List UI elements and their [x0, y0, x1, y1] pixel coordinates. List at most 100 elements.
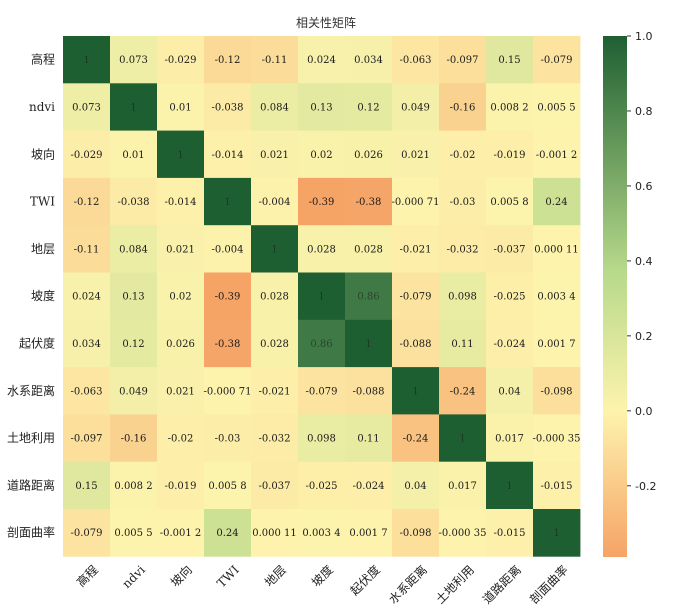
x-tick-label: 土地利用 — [433, 563, 477, 607]
cell-value-label: -0.032 — [258, 434, 290, 445]
cell-value-label: -0.015 — [540, 481, 572, 492]
heatmap-cell — [439, 461, 487, 510]
cell-value-label: -0.015 — [493, 528, 525, 539]
y-tick-label: 坡向 — [31, 146, 55, 161]
heatmap-cell — [486, 130, 534, 179]
x-tick-label: 水系距离 — [385, 562, 430, 607]
cell-value-label: 1 — [224, 197, 230, 208]
heatmap-cell — [110, 177, 158, 226]
heatmap-cells: 1 0.073 -0.029 -0.12 -0.11 0.024 0.034 -0.063 -0… — [63, 36, 580, 557]
cell-value-label: 0.021 — [166, 386, 195, 397]
cell-value-label: -0.079 — [399, 292, 431, 303]
heatmap-cell — [298, 509, 346, 557]
cell-value-label: -0.029 — [70, 150, 102, 161]
cell-value-label: -0.02 — [450, 150, 476, 161]
y-tick-label: 土地利用 — [7, 431, 55, 445]
cell-value-label: -0.021 — [258, 386, 290, 397]
heatmap-cell — [110, 225, 158, 273]
cell-value-label: 0.04 — [498, 386, 520, 397]
y-tick-label: 高程 — [31, 52, 55, 67]
cell-value-label: 0.15 — [498, 55, 520, 66]
heatmap-cell — [251, 367, 299, 415]
colorbar-tick-label: -0.2 — [635, 480, 656, 493]
cell-value-label: 0.049 — [119, 386, 148, 397]
heatmap-cell — [533, 367, 581, 415]
heatmap-cell — [157, 461, 205, 510]
cell-value-label: 0.005 8 — [208, 481, 246, 492]
cell-value-label: 1 — [318, 292, 324, 303]
cell-value-label: 1 — [553, 528, 559, 539]
cell-value-label: 0.000 11 — [534, 244, 579, 255]
heatmap-cell — [110, 509, 158, 557]
heatmap-cell — [345, 367, 393, 415]
heatmap-cell — [298, 272, 346, 321]
cell-value-label: 0.01 — [122, 150, 144, 161]
cell-value-label: -0.088 — [352, 386, 384, 397]
heatmap-cell — [392, 319, 440, 368]
cell-value-label: 1 — [365, 339, 371, 350]
cell-value-label: 0.008 2 — [490, 102, 528, 113]
cell-value-label: -0.004 — [258, 197, 290, 208]
heatmap-cell — [63, 414, 111, 463]
heatmap-cell — [439, 319, 487, 368]
cell-value-label: 0.024 — [307, 55, 336, 66]
cell-value-label: 0.017 — [495, 434, 524, 445]
heatmap-cell — [345, 83, 393, 131]
cell-value-label: 0.073 — [72, 102, 101, 113]
heatmap-cell — [439, 509, 487, 557]
y-tick-label: 剖面曲率 — [7, 525, 55, 540]
cell-value-label: 0.028 — [307, 244, 336, 255]
heatmap-cell — [486, 177, 534, 226]
heatmap-cell — [63, 177, 111, 226]
cell-value-label: -0.019 — [493, 150, 525, 161]
cell-value-label: -0.39 — [309, 197, 335, 208]
heatmap-cell — [204, 414, 252, 463]
heatmap-cell — [533, 177, 581, 226]
chart-title: 相关性矩阵 — [296, 16, 356, 30]
cell-value-label: 0.005 5 — [114, 528, 152, 539]
colorbar — [603, 36, 627, 557]
heatmap-cell — [110, 130, 158, 179]
cell-value-label: 0.003 4 — [302, 528, 340, 539]
cell-value-label: 0.003 4 — [537, 292, 575, 303]
heatmap-cell — [204, 130, 252, 179]
cell-value-label: 0.005 8 — [490, 197, 528, 208]
heatmap-cell — [533, 319, 581, 368]
heatmap-cell — [533, 461, 581, 510]
x-tick-label: 坡度 — [308, 562, 336, 590]
heatmap-cell — [204, 509, 252, 557]
heatmap-cell — [345, 177, 393, 226]
cell-value-label: 1 — [506, 481, 512, 492]
heatmap-cell — [157, 36, 205, 84]
cell-value-label: -0.021 — [399, 244, 431, 255]
heatmap-cell — [486, 272, 534, 321]
heatmap-cell — [204, 367, 252, 415]
cell-value-label: -0.001 2 — [160, 528, 202, 539]
heatmap-cell — [392, 130, 440, 179]
x-tick-label: 高程 — [73, 562, 101, 590]
y-tick-label: 起伏度 — [19, 335, 55, 350]
heatmap-cell — [157, 509, 205, 557]
heatmap-cell — [204, 36, 252, 84]
heatmap-cell — [486, 414, 534, 463]
heatmap-cell — [251, 83, 299, 131]
cell-value-label: -0.11 — [262, 55, 288, 66]
heatmap-cell — [63, 272, 111, 321]
cell-value-label: 0.02 — [310, 150, 332, 161]
heatmap-cell — [392, 36, 440, 84]
heatmap-cell — [439, 177, 487, 226]
heatmap-cell — [345, 130, 393, 179]
colorbar-tick-label: 1.0 — [635, 30, 653, 43]
cell-value-label: 0.000 11 — [252, 528, 297, 539]
heatmap-cell — [298, 177, 346, 226]
heatmap-cell — [110, 319, 158, 368]
heatmap-cell — [157, 83, 205, 131]
heatmap-cell — [486, 36, 534, 84]
heatmap-cell — [298, 130, 346, 179]
cell-value-label: 0.24 — [216, 528, 238, 539]
cell-value-label: 0.098 — [448, 292, 477, 303]
heatmap-cell — [63, 83, 111, 131]
cell-value-label: 0.021 — [260, 150, 289, 161]
x-tick-label: 道路距离 — [479, 562, 524, 607]
